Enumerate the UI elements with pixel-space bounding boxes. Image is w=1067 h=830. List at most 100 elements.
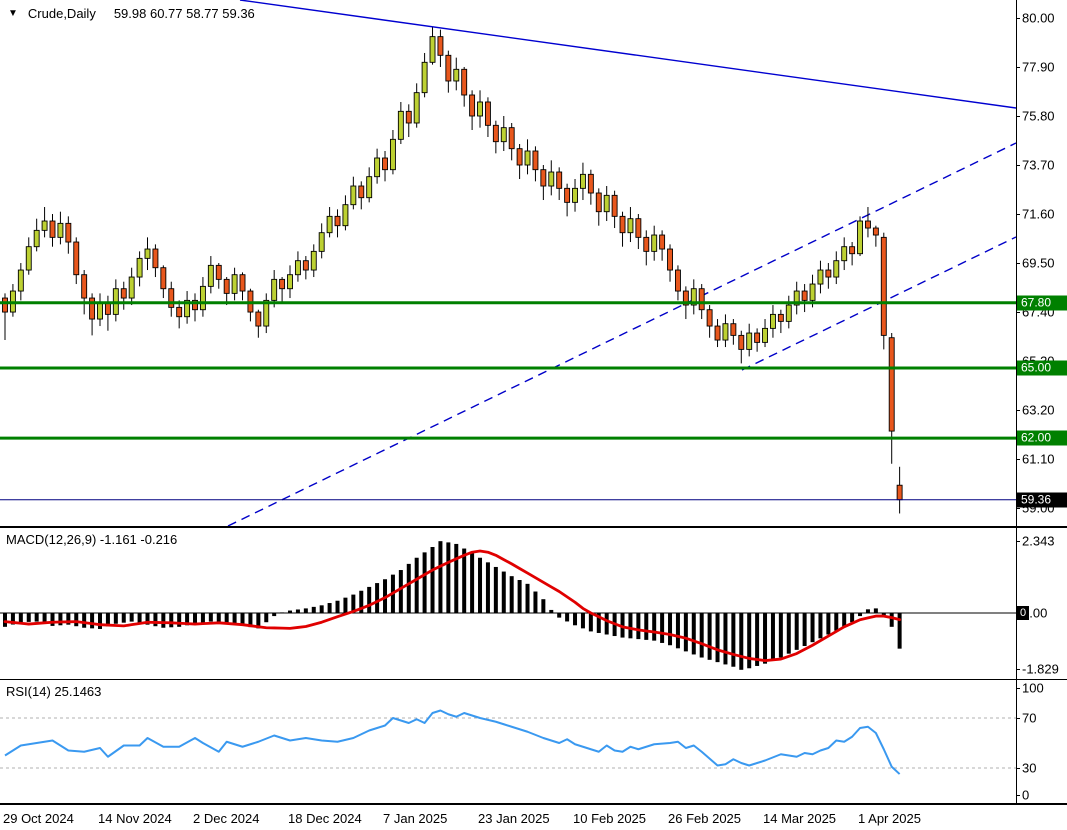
macd-bar — [770, 613, 775, 661]
rsi-chart[interactable] — [0, 680, 1016, 803]
macd-bar — [707, 613, 712, 660]
macd-bar — [224, 613, 229, 623]
bear-candle — [382, 157, 388, 171]
macd-bar — [248, 613, 253, 628]
macd-bar — [66, 613, 71, 625]
macd-bar — [889, 613, 894, 627]
date-tick-label: 1 Apr 2025 — [858, 811, 921, 826]
macd-bar — [517, 580, 522, 614]
bear-candle — [880, 236, 887, 336]
macd-bar — [802, 613, 807, 647]
bull-candle — [429, 36, 436, 63]
bull-candle — [548, 171, 555, 187]
bear-candle — [754, 332, 761, 343]
axis-tick — [1016, 214, 1020, 216]
bear-candle — [2, 297, 8, 313]
macd-bar — [509, 576, 514, 614]
price-axis-line — [1016, 0, 1017, 803]
macd-bar — [185, 613, 190, 626]
bear-candle — [595, 192, 602, 213]
bull-candle — [374, 157, 381, 178]
axis-tick — [1016, 410, 1020, 412]
price-tick-label: 61.10 — [1022, 451, 1055, 467]
macd-bar — [208, 613, 213, 622]
bear-candle — [73, 241, 80, 276]
macd-bar — [26, 613, 31, 622]
axis-tick — [1016, 508, 1020, 510]
bull-candle — [579, 173, 586, 189]
bear-candle — [279, 278, 286, 290]
macd-bar — [454, 543, 459, 614]
bull-candle — [651, 234, 658, 252]
macd-bar — [145, 613, 150, 625]
panel-separator-main-macd[interactable] — [0, 526, 1067, 528]
bull-candle — [199, 285, 206, 311]
macd-bar — [90, 613, 95, 629]
macd-bar — [897, 613, 902, 649]
bear-candle — [492, 124, 499, 143]
macd-bar — [311, 606, 316, 614]
bear-candle — [825, 269, 832, 278]
time-axis-line — [0, 803, 1067, 805]
bear-candle — [484, 101, 491, 126]
bear-candle — [849, 246, 856, 255]
bull-candle — [294, 260, 301, 276]
bull-candle — [350, 185, 357, 206]
date-tick-label: 10 Feb 2025 — [573, 811, 647, 826]
date-tick-label: 18 Dec 2024 — [288, 811, 362, 826]
bull-candle — [136, 257, 143, 278]
bull-candle — [342, 204, 349, 227]
price-tick-label: 63.20 — [1022, 402, 1055, 418]
bear-candle — [667, 248, 673, 271]
macd-bar — [826, 613, 831, 635]
macd-bar — [881, 613, 886, 617]
panel-separator-macd-rsi[interactable] — [0, 678, 1067, 680]
macd-bar — [137, 613, 142, 624]
macd-bar — [422, 552, 427, 614]
macd-bar — [446, 542, 451, 614]
macd-bar — [818, 613, 823, 639]
symbol-dropdown-icon[interactable]: ▼ — [8, 8, 18, 19]
macd-bar — [74, 613, 79, 627]
macd-bar — [129, 613, 134, 622]
date-tick-label: 7 Jan 2025 — [383, 811, 448, 826]
macd-bar — [501, 571, 506, 614]
macd-bar — [177, 613, 182, 627]
macd-bar — [778, 613, 783, 658]
macd-bar — [588, 613, 593, 632]
macd-bar — [810, 613, 815, 643]
bull-candle — [762, 327, 768, 343]
axis-tick — [1016, 17, 1020, 19]
bull-candle — [857, 220, 863, 255]
bear-candle — [302, 260, 309, 271]
bull-candle — [57, 222, 64, 238]
macd-bar — [620, 613, 625, 638]
macd-bar — [272, 613, 277, 617]
descending-trendline[interactable] — [239, 0, 1016, 109]
bear-candle — [635, 218, 642, 238]
macd-bar — [565, 613, 570, 622]
price-tick-label: 80.00 — [1022, 10, 1055, 26]
macd-bar — [295, 609, 300, 614]
macd-bar — [50, 613, 55, 626]
axis-tick — [1016, 263, 1020, 265]
rsi-tick-label: 100 — [1022, 680, 1044, 696]
bull-candle — [41, 220, 48, 231]
level-price-badge: 65.00 — [1017, 360, 1067, 376]
macd-bar — [873, 608, 878, 614]
macd-bar — [541, 599, 546, 614]
bull-candle — [310, 250, 317, 271]
bear-candle — [334, 215, 341, 227]
bull-candle — [746, 332, 753, 350]
price-chart[interactable] — [0, 0, 1016, 527]
macd-bar — [303, 608, 308, 614]
macd-bar — [485, 562, 490, 614]
bull-candle — [33, 229, 40, 248]
macd-bar — [18, 613, 23, 623]
ascending-dashed-trendline[interactable] — [227, 142, 1016, 527]
macd-bar — [327, 603, 332, 614]
macd-chart[interactable] — [0, 528, 1016, 678]
bull-candle — [421, 61, 428, 94]
macd-bar — [668, 613, 673, 646]
